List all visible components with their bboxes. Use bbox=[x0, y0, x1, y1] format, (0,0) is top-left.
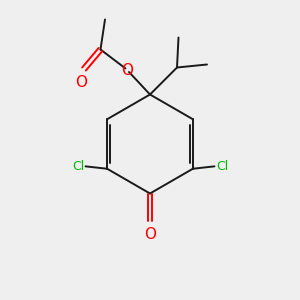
Text: O: O bbox=[76, 75, 88, 90]
Text: Cl: Cl bbox=[72, 160, 84, 173]
Text: O: O bbox=[144, 227, 156, 242]
Text: O: O bbox=[122, 63, 134, 78]
Text: Cl: Cl bbox=[216, 160, 228, 173]
